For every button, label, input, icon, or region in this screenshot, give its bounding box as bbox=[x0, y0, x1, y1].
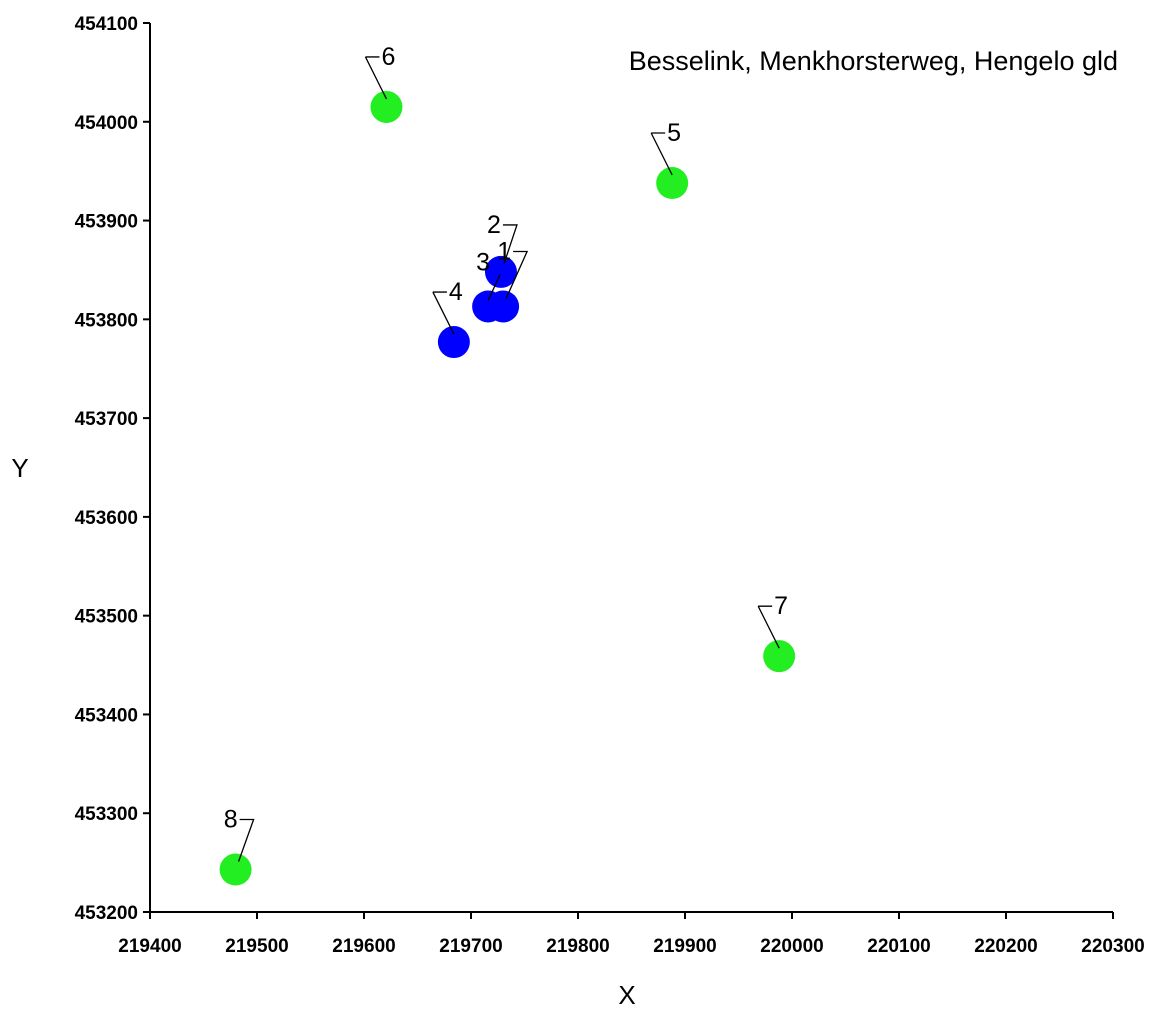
label-leader-4 bbox=[432, 291, 455, 335]
x-tick-label: 219500 bbox=[225, 936, 288, 957]
data-point-2 bbox=[484, 255, 517, 288]
y-tick-label: 453400 bbox=[75, 705, 138, 726]
label-leader-7 bbox=[757, 605, 780, 649]
data-point-7 bbox=[763, 640, 796, 673]
label-leader-5 bbox=[650, 132, 673, 176]
data-point-3 bbox=[472, 290, 505, 323]
label-leader-8 bbox=[237, 818, 255, 862]
point-label-3: 3 bbox=[476, 248, 490, 276]
x-tick-label: 219600 bbox=[332, 936, 395, 957]
y-tick-label: 453300 bbox=[75, 804, 138, 825]
y-tick-label: 453500 bbox=[75, 607, 138, 628]
y-tick-label: 453700 bbox=[75, 409, 138, 430]
data-point-4 bbox=[437, 326, 470, 359]
label-leader-2 bbox=[502, 224, 518, 265]
y-tick-label: 454000 bbox=[75, 113, 138, 134]
x-tick-label: 220200 bbox=[974, 936, 1037, 957]
data-point-6 bbox=[370, 90, 403, 123]
point-label-7: 7 bbox=[774, 592, 788, 620]
x-tick-label: 219800 bbox=[546, 936, 609, 957]
label-leader-6 bbox=[364, 56, 388, 100]
chart-title: Besselink, Menkhorsterweg, Hengelo gld bbox=[629, 46, 1118, 76]
data-point-5 bbox=[656, 167, 689, 200]
y-tick-label: 453800 bbox=[75, 310, 138, 331]
point-label-2: 2 bbox=[487, 211, 501, 239]
x-tick-label: 220300 bbox=[1081, 936, 1144, 957]
x-tick-label: 220100 bbox=[867, 936, 930, 957]
data-point-8 bbox=[219, 853, 252, 886]
point-label-6: 6 bbox=[381, 43, 395, 71]
y-tick-label: 453900 bbox=[75, 212, 138, 233]
point-label-1: 1 bbox=[497, 237, 511, 265]
x-axis-title: X bbox=[618, 980, 635, 1010]
point-label-8: 8 bbox=[224, 806, 238, 834]
x-tick-label: 219400 bbox=[118, 936, 181, 957]
x-tick-label: 219700 bbox=[439, 936, 502, 957]
ticks: 219400 219500 219600 219700 219800 219900 2200… bbox=[75, 14, 1145, 957]
y-tick-label: 453200 bbox=[75, 903, 138, 924]
label-leader-1 bbox=[505, 250, 529, 299]
label-leader-3 bbox=[487, 274, 501, 301]
point-label-5: 5 bbox=[667, 119, 681, 147]
y-tick-label: 453600 bbox=[75, 508, 138, 529]
y-axis-title: Y bbox=[11, 453, 28, 483]
x-tick-label: 220000 bbox=[760, 936, 823, 957]
point-label-4: 4 bbox=[449, 278, 463, 306]
y-tick-label: 454100 bbox=[75, 14, 138, 35]
x-tick-label: 219900 bbox=[653, 936, 716, 957]
axes bbox=[149, 23, 1113, 913]
data-points bbox=[219, 90, 796, 886]
